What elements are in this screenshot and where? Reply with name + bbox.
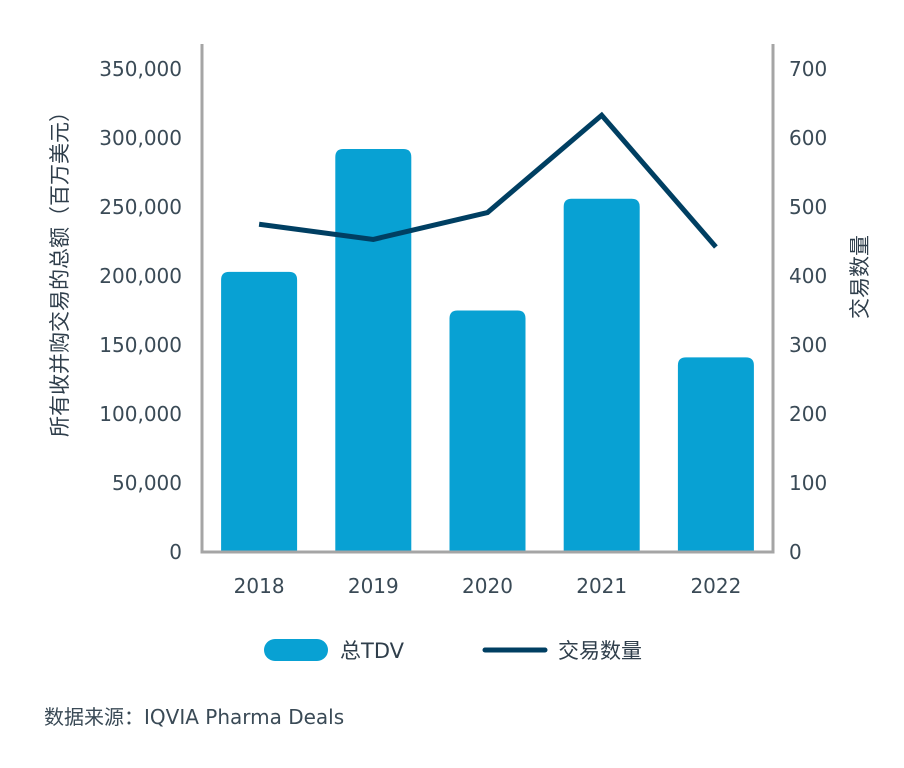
- left-axis-title: 所有收并购交易的总额（百万美元）: [48, 101, 72, 437]
- bar-2021: [564, 199, 640, 552]
- left-tick-label: 200,000: [99, 264, 182, 288]
- bar-2018: [221, 272, 297, 552]
- x-tick-label: 2022: [690, 574, 741, 598]
- left-tick-label: 250,000: [99, 195, 182, 219]
- right-tick-label: 0: [789, 540, 802, 564]
- x-tick-label: 2019: [348, 574, 399, 598]
- legend-label-tdv: 总TDV: [340, 639, 405, 663]
- right-tick-label: 300: [789, 333, 827, 357]
- right-tick-label: 400: [789, 264, 827, 288]
- left-tick-label: 0: [169, 540, 182, 564]
- legend-swatch-tdv: [264, 639, 328, 661]
- x-tick-label: 2018: [234, 574, 285, 598]
- left-tick-label: 300,000: [99, 126, 182, 150]
- right-tick-label: 500: [789, 195, 827, 219]
- right-axis-title: 交易数量: [848, 235, 872, 319]
- right-tick-label: 200: [789, 402, 827, 426]
- legend-label-deals: 交易数量: [558, 639, 642, 663]
- x-tick-label: 2021: [576, 574, 627, 598]
- deal-count-line: [259, 115, 716, 247]
- left-tick-label: 100,000: [99, 402, 182, 426]
- source-note: 数据来源：IQVIA Pharma Deals: [44, 705, 344, 729]
- right-tick-label: 700: [789, 57, 827, 81]
- left-tick-label: 50,000: [112, 471, 182, 495]
- bar-2020: [450, 311, 526, 553]
- left-tick-label: 350,000: [99, 57, 182, 81]
- right-tick-label: 600: [789, 126, 827, 150]
- legend: 总TDV 交易数量: [264, 639, 642, 663]
- x-tick-label: 2020: [462, 574, 513, 598]
- bar-2019: [335, 149, 411, 552]
- left-tick-label: 150,000: [99, 333, 182, 357]
- right-tick-label: 100: [789, 471, 827, 495]
- line-layer: [259, 115, 716, 247]
- bar-2022: [678, 357, 754, 552]
